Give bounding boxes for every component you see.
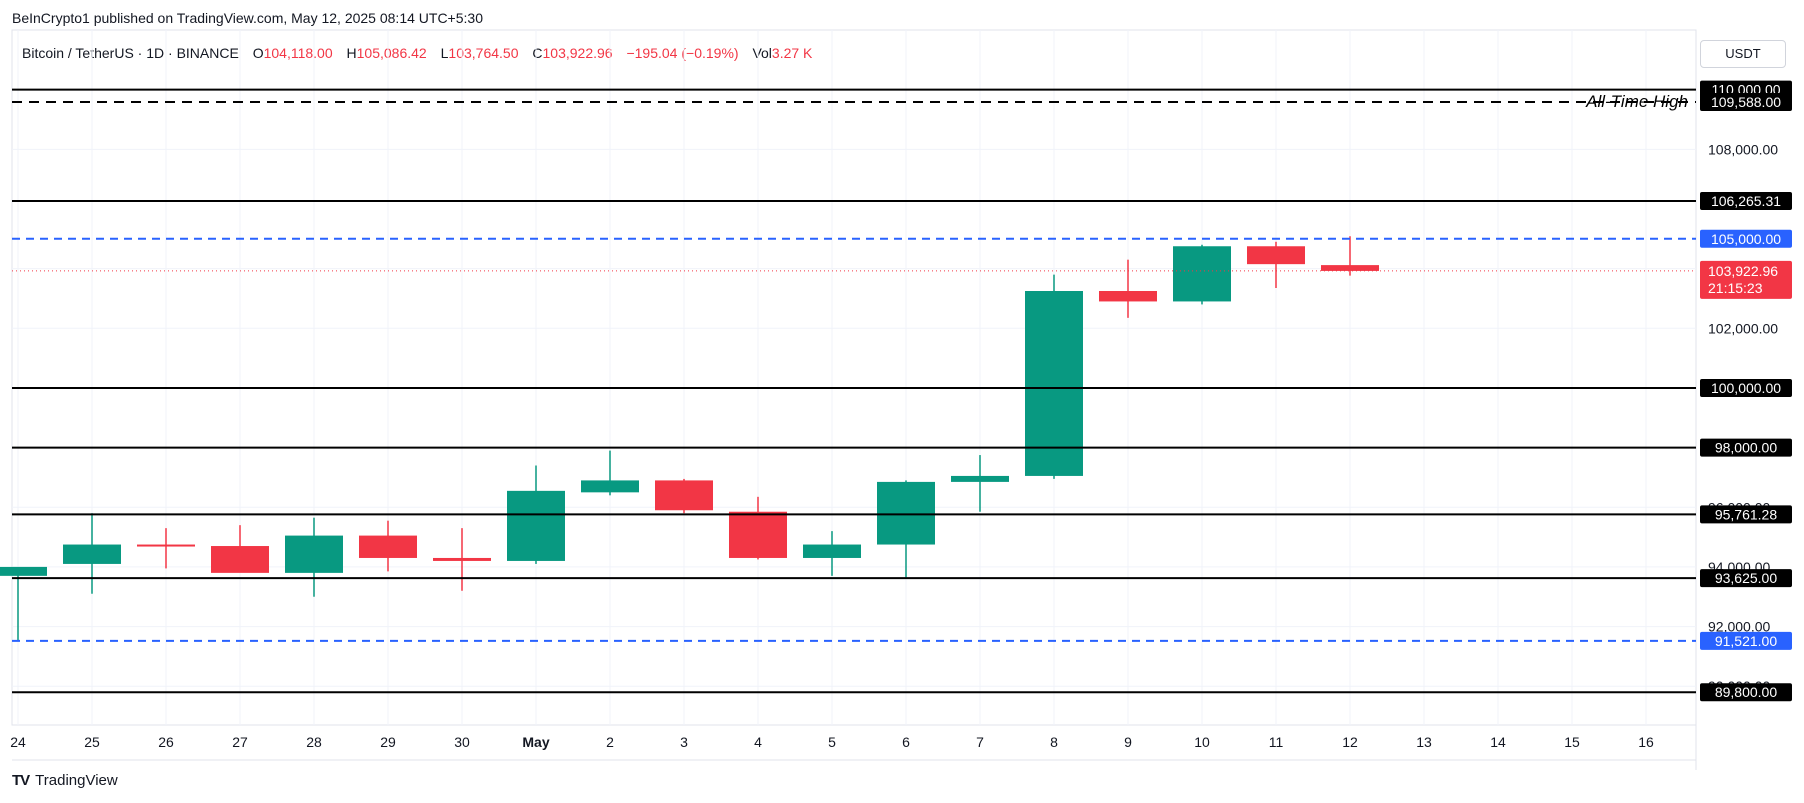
level-price-label: 98,000.00 bbox=[1715, 440, 1777, 456]
x-tick-label: 10 bbox=[1194, 734, 1210, 750]
level-price-label: 95,761.28 bbox=[1715, 506, 1777, 522]
level-price-label: 93,625.00 bbox=[1715, 570, 1777, 586]
candle-body bbox=[1173, 246, 1231, 302]
candle-body bbox=[137, 544, 195, 547]
level-price-tag bbox=[1700, 631, 1792, 650]
volume-value: 3.27 K bbox=[771, 45, 813, 61]
x-tick-label: 13 bbox=[1416, 734, 1432, 750]
plot-frame bbox=[11, 29, 1697, 726]
currency-button[interactable]: USDT bbox=[1700, 40, 1786, 68]
level-price-label: 100,000.00 bbox=[1711, 380, 1781, 396]
candle-body bbox=[507, 490, 565, 561]
candle-body bbox=[433, 557, 491, 561]
level-price-label: 105,000.00 bbox=[1711, 231, 1781, 247]
level-price-tag bbox=[1700, 683, 1792, 702]
candle-body bbox=[655, 480, 713, 511]
open-label: O bbox=[252, 45, 264, 61]
x-tick-label: 26 bbox=[158, 734, 174, 750]
countdown-label: 21:15:23 bbox=[1708, 280, 1763, 296]
x-tick-label: 16 bbox=[1638, 734, 1654, 750]
candle-body bbox=[1099, 290, 1157, 302]
y-tick-label: 92,000.00 bbox=[1708, 619, 1770, 635]
x-tick-label: 29 bbox=[380, 734, 396, 750]
level-price-tag bbox=[1700, 505, 1792, 524]
level-price-label: 106,265.31 bbox=[1711, 193, 1781, 209]
level-price-label: 109,588.00 bbox=[1711, 94, 1781, 110]
x-tick-label: 11 bbox=[1269, 734, 1284, 750]
x-tick-label: 15 bbox=[1564, 734, 1580, 750]
y-tick-label: 102,000.00 bbox=[1708, 320, 1778, 336]
level-price-tag bbox=[1700, 229, 1792, 248]
close-label: C bbox=[532, 45, 543, 61]
current-price-label: 103,922.96 bbox=[1708, 263, 1778, 279]
level-price-tag bbox=[1700, 92, 1792, 111]
x-tick-label: 14 bbox=[1490, 734, 1506, 750]
symbol-title[interactable]: Bitcoin / TetherUS · 1D · BINANCE bbox=[22, 45, 239, 61]
candle-body bbox=[803, 544, 861, 558]
candle-body bbox=[729, 511, 787, 558]
high-label: H bbox=[346, 45, 357, 61]
tradingview-mark-icon: TV bbox=[12, 772, 30, 789]
level-price-tag bbox=[1700, 192, 1792, 211]
x-tick-label: May bbox=[522, 734, 549, 750]
level-price-tag bbox=[1700, 569, 1792, 588]
published-caption: BeInCrypto1 published on TradingView.com… bbox=[12, 10, 483, 26]
x-tick-label: 3 bbox=[680, 734, 688, 750]
x-tick-label: 7 bbox=[976, 734, 984, 750]
x-tick-label: 6 bbox=[902, 734, 910, 750]
candle-body bbox=[63, 544, 121, 564]
level-price-label: 91,521.00 bbox=[1715, 633, 1777, 649]
volume-label: Vol bbox=[752, 45, 772, 61]
level-price-tag bbox=[1700, 378, 1792, 397]
x-tick-label: 9 bbox=[1124, 734, 1132, 750]
x-tick-label: 2 bbox=[606, 734, 614, 750]
candle-body bbox=[1247, 246, 1305, 265]
y-tick-label: 108,000.00 bbox=[1708, 141, 1778, 157]
open-value: 104,118.00 bbox=[263, 45, 333, 61]
candle-body bbox=[1025, 290, 1083, 476]
level-price-tag bbox=[1700, 438, 1792, 457]
candle-body bbox=[877, 481, 935, 545]
low-label: L bbox=[440, 45, 449, 61]
candle-body bbox=[0, 566, 47, 576]
candle-body bbox=[211, 546, 269, 573]
close-value: 103,922.96 bbox=[542, 45, 613, 61]
level-price-label: 89,800.00 bbox=[1715, 684, 1777, 700]
x-tick-label: 4 bbox=[754, 734, 762, 750]
ohlc-legend: Bitcoin / TetherUS · 1D · BINANCE O104,1… bbox=[22, 45, 812, 61]
candle-body bbox=[951, 475, 1009, 482]
low-value: 103,764.50 bbox=[448, 45, 519, 61]
x-tick-label: 25 bbox=[84, 734, 100, 750]
level-annotation: All-Time High bbox=[1585, 92, 1688, 111]
candle-body bbox=[1321, 265, 1379, 271]
x-tick-label: 8 bbox=[1050, 734, 1058, 750]
tradingview-brand: TradingView bbox=[35, 772, 118, 789]
candle-body bbox=[581, 480, 639, 493]
current-price-tag bbox=[1700, 260, 1792, 299]
x-tick-label: 24 bbox=[10, 734, 26, 750]
x-tick-label: 5 bbox=[828, 734, 836, 750]
change-value: −195.04 (−0.19%) bbox=[626, 45, 739, 61]
x-tick-label: 27 bbox=[232, 734, 248, 750]
candle-body bbox=[285, 535, 343, 573]
high-value: 105,086.42 bbox=[356, 45, 427, 61]
x-tick-label: 30 bbox=[454, 734, 470, 750]
x-tick-label: 12 bbox=[1342, 734, 1358, 750]
x-tick-label: 28 bbox=[306, 734, 322, 750]
tradingview-logo[interactable]: TV TradingView bbox=[12, 772, 118, 789]
candle-body bbox=[359, 535, 417, 558]
